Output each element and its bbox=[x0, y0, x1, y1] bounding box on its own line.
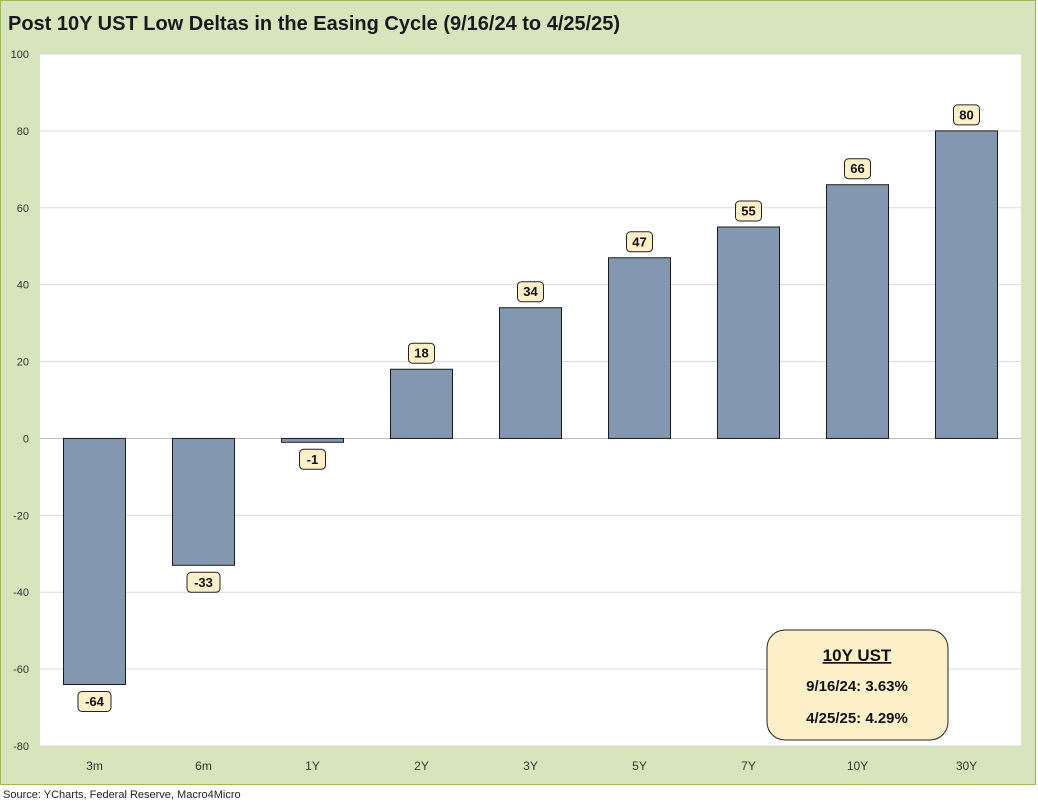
y-tick-label: 0 bbox=[23, 433, 29, 445]
data-label-box bbox=[735, 200, 762, 222]
data-label-box bbox=[77, 690, 112, 712]
bar-30y bbox=[935, 130, 998, 439]
data-label-box bbox=[844, 158, 871, 180]
data-label: -1 bbox=[307, 452, 319, 467]
chart-title: Post 10Y UST Low Deltas in the Easing Cy… bbox=[8, 13, 621, 35]
callout-line2: 4/25/25: 4.29% bbox=[806, 710, 908, 727]
data-label: -33 bbox=[194, 575, 213, 590]
data-label: 34 bbox=[523, 284, 538, 299]
callout-line1: 9/16/24: 3.63% bbox=[806, 678, 908, 695]
data-label: 66 bbox=[850, 161, 864, 176]
data-label-box bbox=[953, 104, 980, 126]
bar-5y bbox=[608, 257, 671, 439]
x-tick-label: 3Y bbox=[523, 759, 538, 773]
x-tick-label: 10Y bbox=[847, 759, 868, 773]
y-tick-label: 100 bbox=[11, 49, 29, 61]
data-label: 55 bbox=[741, 204, 755, 219]
callout-box: 10Y UST 9/16/24: 3.63% 4/25/25: 4.29% bbox=[766, 629, 949, 741]
x-tick-label: 5Y bbox=[632, 759, 647, 773]
x-tick-label: 30Y bbox=[956, 759, 977, 773]
data-label-box bbox=[186, 571, 221, 593]
bar-chart: 100 80 60 40 20 0 -20 -40 -60 -80 3m 6m 1Y 2Y 3Y 5Y 7Y 1… bbox=[11, 49, 1021, 773]
y-axis-ticks: 100 80 60 40 20 0 -20 -40 -60 -80 bbox=[11, 49, 29, 753]
bar-6m bbox=[172, 437, 235, 566]
y-tick-label: -60 bbox=[13, 664, 29, 676]
data-label-box bbox=[408, 342, 435, 364]
y-tick-label: 40 bbox=[17, 280, 29, 292]
bar-10y bbox=[826, 184, 889, 439]
data-label: -64 bbox=[85, 694, 105, 709]
data-label-box bbox=[299, 448, 326, 470]
x-tick-label: 6m bbox=[195, 759, 212, 773]
y-tick-label: 80 bbox=[17, 126, 29, 138]
x-tick-label: 3m bbox=[86, 759, 103, 773]
data-label-box bbox=[517, 281, 544, 303]
data-label: 18 bbox=[414, 346, 428, 361]
y-tick-label: -20 bbox=[13, 510, 29, 522]
callout-heading: 10Y UST bbox=[823, 646, 892, 665]
bar-2y bbox=[390, 368, 453, 439]
x-tick-label: 7Y bbox=[741, 759, 756, 773]
y-tick-label: 20 bbox=[17, 357, 29, 369]
bar-3m bbox=[63, 437, 126, 685]
x-axis-ticks: 3m 6m 1Y 2Y 3Y 5Y 7Y 10Y 30Y bbox=[86, 759, 977, 773]
y-tick-label: -40 bbox=[13, 587, 29, 599]
x-tick-label: 2Y bbox=[414, 759, 429, 773]
data-label: 80 bbox=[959, 107, 973, 122]
data-label-box bbox=[626, 231, 653, 253]
data-labels: -64 -33 -1 18 34 47 55 66 80 bbox=[77, 104, 980, 712]
bars bbox=[63, 130, 998, 685]
bar-1y bbox=[281, 437, 344, 443]
source-note: Source: YCharts, Federal Reserve, Macro4… bbox=[3, 789, 241, 801]
data-label: 47 bbox=[632, 234, 646, 249]
y-tick-label: -80 bbox=[13, 741, 29, 753]
y-tick-label: 60 bbox=[17, 203, 29, 215]
bar-7y bbox=[717, 226, 780, 439]
bar-3y bbox=[499, 307, 562, 439]
x-tick-label: 1Y bbox=[305, 759, 320, 773]
